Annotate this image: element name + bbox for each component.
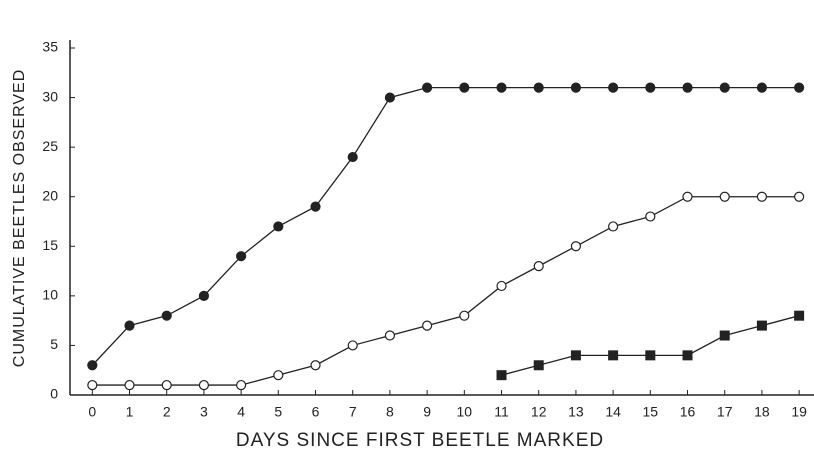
marker — [570, 350, 581, 361]
marker — [608, 82, 619, 93]
x-tick-label: 14 — [605, 404, 621, 420]
marker — [384, 92, 396, 103]
x-tick-label: 11 — [494, 404, 509, 420]
marker — [682, 350, 693, 361]
marker — [608, 221, 619, 232]
x-tick-label: 5 — [274, 404, 282, 420]
y-tick-label: 25 — [42, 138, 58, 154]
marker — [794, 82, 805, 93]
marker — [236, 379, 247, 391]
x-tick-label: 6 — [312, 404, 320, 420]
marker — [496, 280, 507, 292]
x-tick-label: 0 — [88, 404, 96, 420]
marker — [756, 82, 768, 93]
marker — [533, 261, 544, 272]
x-tick-label: 3 — [200, 404, 208, 420]
marker — [459, 310, 470, 321]
marker — [645, 211, 656, 222]
marker — [794, 310, 805, 321]
x-tick-label: 1 — [126, 404, 134, 420]
marker — [198, 379, 210, 391]
marker — [273, 221, 284, 232]
x-tick-label: 12 — [531, 404, 547, 420]
marker — [682, 191, 693, 202]
x-tick-label: 7 — [349, 404, 357, 420]
marker — [124, 320, 135, 331]
x-axis-title: DAYS SINCE FIRST BEETLE MARKED — [236, 430, 604, 451]
x-tick-label: 2 — [163, 404, 171, 420]
marker — [496, 82, 507, 93]
y-tick-label: 0 — [50, 386, 58, 402]
marker — [422, 82, 433, 93]
marker — [533, 360, 544, 371]
marker — [756, 320, 767, 331]
marker — [682, 82, 693, 93]
y-tick-label: 30 — [42, 88, 58, 104]
marker — [198, 290, 210, 301]
y-axis-title: CUMULATIVE BEETLES OBSERVED — [11, 69, 28, 367]
marker — [161, 379, 172, 391]
x-tick-label: 10 — [457, 404, 473, 420]
marker — [719, 191, 730, 202]
marker — [719, 82, 730, 93]
x-tick-label: 9 — [423, 404, 431, 420]
marker — [533, 82, 544, 93]
marker — [124, 379, 135, 391]
marker — [384, 330, 396, 341]
marker — [459, 82, 470, 93]
marker — [719, 330, 730, 341]
series-line — [501, 315, 800, 376]
marker — [161, 310, 172, 321]
x-tick-label: 13 — [568, 404, 584, 420]
series-line — [92, 196, 800, 386]
marker — [608, 350, 619, 361]
x-tick-label: 8 — [386, 404, 394, 420]
marker — [87, 360, 98, 371]
y-tick-label: 10 — [42, 287, 58, 303]
marker — [347, 151, 358, 163]
marker — [310, 201, 321, 212]
y-tick-label: 5 — [50, 336, 58, 352]
x-tick-label: 17 — [717, 404, 733, 420]
x-tick-label: 18 — [754, 404, 770, 420]
marker — [570, 82, 582, 93]
marker — [645, 350, 656, 361]
marker — [422, 320, 433, 331]
marker — [273, 370, 284, 381]
x-tick-label: 15 — [643, 404, 659, 420]
y-tick-label: 20 — [42, 187, 58, 203]
series-line — [91, 87, 800, 366]
marker — [347, 340, 358, 351]
marker — [87, 379, 98, 391]
x-tick-label: 16 — [680, 404, 696, 420]
marker — [794, 191, 805, 202]
marker — [496, 370, 507, 381]
marker — [645, 82, 656, 93]
marker — [756, 191, 768, 202]
marker — [236, 251, 247, 262]
x-tick-label: 4 — [237, 404, 245, 420]
x-tick-label: 19 — [791, 404, 807, 420]
y-tick-label: 35 — [42, 39, 58, 55]
y-tick-label: 15 — [42, 237, 58, 253]
marker — [310, 360, 321, 371]
marker — [570, 241, 582, 252]
